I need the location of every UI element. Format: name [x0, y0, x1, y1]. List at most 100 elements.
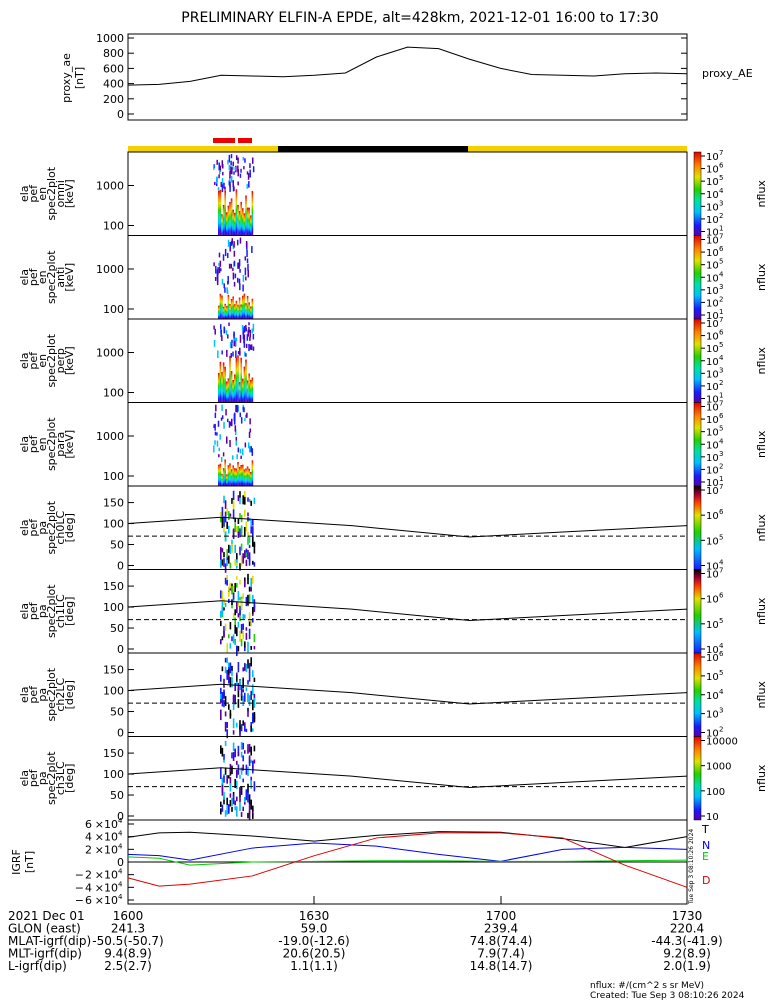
pa-data-cell: [229, 777, 232, 786]
igrf-ytick-mant: 6: [85, 818, 92, 831]
spec-data-speckle: [233, 250, 236, 257]
spec-data-speckle: [218, 174, 220, 179]
spec-data-speckle: [242, 332, 245, 340]
pa-data-cell: [231, 498, 233, 504]
igrf-panel: ×10 46×10 44×10 420×10 42−×10 44−×10 46− IGRF …: [10, 817, 710, 907]
pa-ytick-label: 150: [103, 580, 124, 593]
spec-panel-1-colorbar: [693, 151, 702, 236]
spec-panel-frame: [127, 402, 688, 487]
pa-data-cell: [226, 549, 228, 558]
pa-data-cell: [240, 751, 243, 758]
spec-data-speckle: [248, 181, 250, 188]
igrf-ytick-exp: 4: [118, 830, 123, 838]
spec-panel-3-cb-tick-exp: 5: [719, 341, 723, 349]
spec-data-column: [242, 378, 244, 403]
pa-data-cell: [228, 668, 230, 675]
pa-data-cell: [236, 645, 238, 657]
spec-panel-2-cb-tick-exp: 7: [719, 233, 723, 241]
pa-data-cell: [253, 604, 256, 612]
spec-panel-2-ylabel-1: pef: [27, 267, 40, 286]
spec-data-speckle: [216, 440, 219, 447]
spec-data-speckle: [213, 262, 215, 267]
footer-created-note: Created: Tue Sep 3 08:10:26 2024: [590, 991, 745, 1000]
spec-data-speckle: [216, 432, 218, 436]
spec-panel-1-cb-tick-label: 10: [706, 152, 719, 163]
spec-data-speckle: [232, 185, 235, 192]
spec-data-speckle: [218, 447, 221, 452]
spec-data-speckle: [235, 436, 238, 443]
pa-data-cell: [239, 528, 241, 538]
igrf-ytick-exp: 4: [118, 817, 123, 825]
footer-cell-r1-c0: GLON (east): [8, 922, 81, 936]
pa-data-cell: [224, 602, 227, 607]
pa-data-cell: [223, 516, 225, 527]
status-bar-black: [278, 146, 468, 152]
spec-data-speckle: [218, 252, 221, 258]
spec-panel-frame: [127, 151, 688, 236]
igrf-ytick-sign: −: [75, 881, 84, 894]
spec-data-speckle: [223, 283, 225, 289]
spec-data-speckle: [233, 413, 236, 422]
pa-data-cell: [231, 765, 233, 775]
pa-data-cell: [231, 665, 233, 671]
spec-panel-frame: [127, 318, 688, 403]
pa-data-cell: [252, 536, 254, 547]
pa-data-cell: [223, 775, 225, 783]
pa-data-cell: [223, 753, 225, 760]
pa-panel-2-cb-tick-label: 10: [706, 570, 719, 581]
pa-data-cell: [240, 768, 243, 775]
pa-data-cell: [252, 670, 254, 678]
pa-data-cell: [239, 720, 241, 732]
pa-data-cell: [223, 689, 225, 698]
pa-data-cell: [221, 666, 224, 672]
igrf-series-E: [127, 856, 688, 866]
pa-data-cell: [223, 495, 225, 504]
spec-data-column: [235, 300, 238, 319]
spec-data-speckle: [226, 252, 229, 259]
spec-panel-3-cb-tick-exp: 1: [719, 392, 723, 400]
pa-data-cell: [253, 693, 256, 701]
spec-data-speckle: [214, 328, 216, 335]
pa-data-cell: [253, 784, 256, 792]
pa-data-cell: [224, 711, 227, 717]
spec-panel-4-cb-tick-exp: 5: [719, 425, 723, 433]
pa-data-cell: [231, 543, 233, 553]
spec-data-column: [234, 468, 236, 486]
spec-data-column: [232, 209, 234, 236]
spec-data-column: [237, 204, 239, 236]
spec-data-column: [227, 205, 230, 236]
spec-data-speckle: [223, 182, 225, 189]
pa-data-cell: [228, 555, 230, 564]
spec-data-column: [251, 298, 254, 319]
pa-data-cell: [228, 704, 230, 710]
spec-data-column: [222, 468, 225, 486]
pa-panel-3-cb-tick-exp: 5: [719, 669, 723, 677]
pa-data-cell: [229, 562, 232, 569]
pa-data-cell: [224, 511, 227, 523]
spec-panel-frame: [127, 235, 688, 320]
spec-data-speckle: [251, 157, 254, 164]
pa-data-cell: [239, 546, 241, 556]
spec-data-speckle: [250, 344, 253, 351]
pa-data-cell: [231, 636, 233, 642]
pa-data-cell: [221, 548, 224, 553]
spec-data-speckle: [228, 322, 230, 326]
spec-panel-4-cb-tick-exp: 1: [719, 475, 723, 483]
pa-panel-3-cb-tick-exp: 4: [719, 688, 724, 696]
pa-data-cell: [240, 598, 243, 610]
spec-data-speckle: [249, 418, 251, 425]
pa-data-cell: [240, 555, 243, 567]
spec-data-speckle: [236, 404, 238, 413]
pa-data-cell: [252, 712, 254, 724]
spec-data-speckle: [248, 326, 250, 333]
spec-data-speckle: [225, 409, 227, 416]
pa-data-cell: [245, 791, 248, 800]
footer-cell-r3-c0: MLT-igrf(dip): [8, 947, 82, 961]
spec-panel-3-ylabel-5: [keV]: [63, 346, 76, 375]
pa-data-cell: [247, 536, 249, 545]
pa-panel-3-cb-tick-exp: 3: [719, 707, 723, 715]
pa-data-cell: [244, 642, 246, 648]
spec-data-speckle: [227, 275, 229, 284]
pa-data-cell: [252, 699, 254, 711]
